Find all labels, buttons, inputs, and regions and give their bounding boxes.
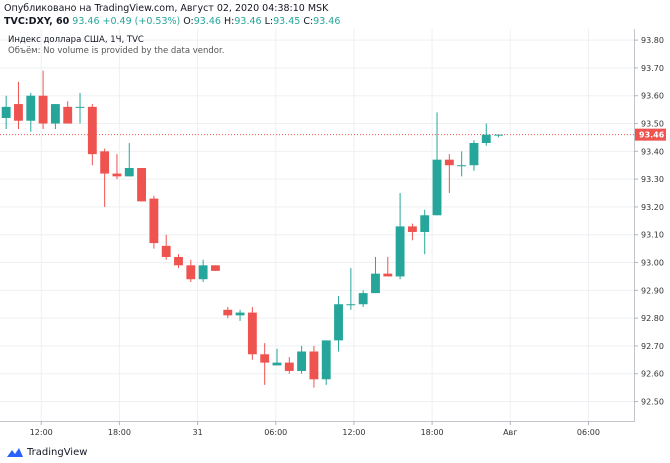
candle-down [211,265,220,271]
candle-up [420,215,430,232]
y-tick-label: 92.50 [641,398,664,407]
x-tick-label: 12:00 [30,428,53,437]
y-tick-label: 93.10 [641,231,664,240]
candle-down [223,309,233,316]
x-tick-label: 18:00 [108,428,131,437]
candle-down [383,273,393,277]
y-tick-label: 93.40 [641,147,664,156]
candle-up [297,351,307,371]
symbol-line: TVC:DXY, 60 93.46 +0.49 (+0.53%) O:93.46… [4,16,340,27]
last-price-badge [635,128,666,141]
candle-down [247,312,257,355]
candle-up [75,106,85,108]
y-tick-label: 93.30 [641,175,664,184]
time-axis[interactable]: 12:00 18:00 31 06:00 12:00 18:00 Авг 06:00 [30,421,600,437]
footer-brand[interactable]: TradingView [6,444,87,460]
candle-up [457,165,467,167]
grid [0,29,634,421]
symbol-name: TVC:DXY, 60 [4,16,70,27]
open-value: 93.46 [193,16,221,27]
candle-down [284,362,294,371]
candle-down [137,168,147,202]
legend-volume-note: Объём: No volume is provided by the data… [8,46,224,56]
price-change: +0.49 (+0.53%) [102,16,181,27]
low-value: 93.45 [273,16,301,27]
close-value: 93.46 [313,16,341,27]
close-label: C: [303,16,314,27]
candle-up [494,134,504,136]
candle-up [346,304,356,306]
candle-up [432,159,442,216]
candle-up [26,95,36,121]
candle-down [174,256,183,266]
x-tick-label: 12:00 [342,428,365,437]
candlestick-chart[interactable]: 92.50 92.60 92.70 92.80 92.90 93.00 93.10 93.20… [0,29,670,443]
candle-up [395,226,405,277]
footer-brand-text: TradingView [27,446,88,458]
candle-down [100,151,110,174]
candle-down [444,159,454,166]
y-tick-label: 92.80 [641,314,664,323]
last-price: 93.46 [72,16,100,27]
candle-up [124,168,134,177]
tradingview-logo-icon [7,447,23,457]
y-tick-label: 93.60 [641,92,664,101]
candle-down [63,106,73,124]
y-tick-label: 93.00 [641,259,664,268]
y-tick-label: 92.90 [641,286,664,295]
candle-down [149,198,159,244]
candle-up [321,340,331,380]
candle-down [87,106,97,155]
x-tick-label: 06:00 [577,428,600,437]
candle-up [469,142,479,166]
y-tick-label: 92.60 [641,370,664,379]
y-tick-label: 93.70 [641,64,664,73]
high-label: H: [224,16,235,27]
candle-up [371,273,380,294]
candle-down [14,104,23,121]
candle-down [161,245,171,257]
candle-up [1,106,11,118]
candle-down [186,265,196,280]
y-tick-label: 93.20 [641,203,664,212]
candle-up [50,104,60,124]
x-tick-label: 06:00 [264,428,287,437]
candle-up [358,293,368,305]
low-label: L: [264,16,274,27]
published-line: Опубликовано на TradingView.com, Август … [4,3,329,14]
y-tick-label: 92.70 [641,342,664,351]
candle-up [235,312,245,316]
last-price-badge-label: 93.46 [639,131,665,140]
open-label: O: [183,16,194,27]
time-axis-border [0,421,634,422]
candle-down [112,173,122,177]
y-tick-label: 93.50 [641,120,664,129]
candle-up [198,265,208,280]
candle-down [260,354,270,363]
y-tick-label: 93.80 [641,36,664,45]
candle-down [38,95,48,124]
candle-up [481,134,491,143]
candle-down [407,226,417,232]
price-axis[interactable]: 92.50 92.60 92.70 92.80 92.90 93.00 93.10 93.20… [634,36,666,407]
high-value: 93.46 [234,16,262,27]
price-axis-border [634,29,635,422]
legend-title: Индекс доллара США, 1Ч, TVC [8,35,144,45]
candle-up [334,304,343,341]
x-tick-label: Авг [503,428,517,437]
candles [1,70,504,388]
x-tick-label: 31 [192,428,202,437]
candle-down [309,351,319,380]
x-tick-label: 18:00 [421,428,444,437]
candle-up [272,362,282,366]
